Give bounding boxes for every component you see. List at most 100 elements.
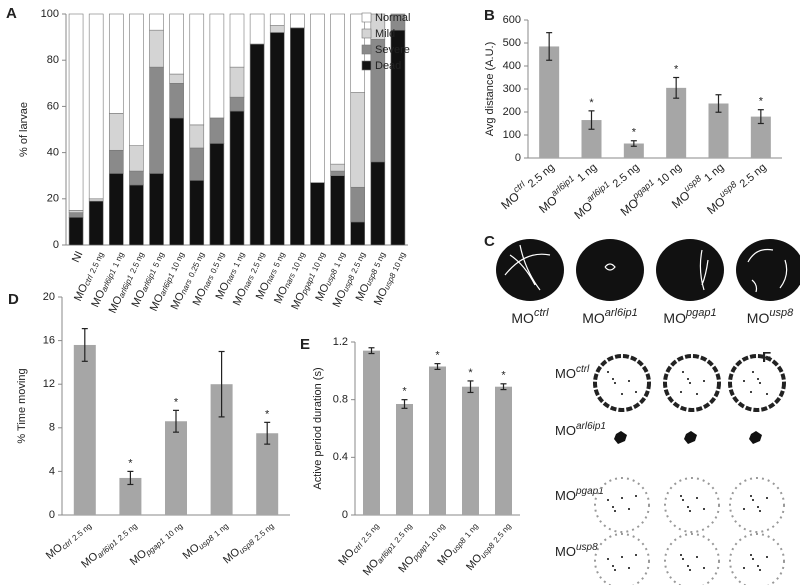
heatmap-speck <box>680 495 682 497</box>
heatmap-ring <box>594 477 650 533</box>
significance-star: * <box>174 396 179 408</box>
label-dose: 1 ng <box>212 522 230 539</box>
significance-star: * <box>674 63 679 75</box>
panel-letter: B <box>484 7 495 24</box>
bar <box>623 143 644 158</box>
label-dose: 1 ng <box>232 251 247 269</box>
y-tick-label: 0 <box>342 509 348 521</box>
heatmap-speck <box>696 393 698 395</box>
error-bar <box>546 32 553 61</box>
bar-segment <box>350 92 366 188</box>
bar-segment <box>189 180 205 246</box>
label-gene: pgap1 <box>299 272 317 297</box>
heatmap-speck <box>766 556 768 558</box>
label-dose: 10 ng <box>310 251 327 273</box>
label-gene: usp8 <box>682 174 703 194</box>
y-tick-label: 200 <box>503 106 521 118</box>
label-gene: arl6ip1 <box>605 307 638 319</box>
label-dose: 2.5 ng <box>492 522 513 545</box>
label-dose: 2.5 ng <box>253 522 276 543</box>
bar-segment <box>249 13 265 45</box>
label-gene: usp8 <box>324 267 340 287</box>
bar <box>73 344 96 515</box>
y-axis-label: % Time moving <box>16 368 28 443</box>
category-label: MOarl6ip1 <box>582 307 638 326</box>
bar <box>429 366 446 515</box>
label-gene: arl6ip1 <box>375 541 397 565</box>
category-label: MOarl6ip1 <box>555 421 606 438</box>
label-gene: nars <box>241 274 256 292</box>
bar <box>210 384 233 515</box>
bar-segment <box>370 39 386 163</box>
bar <box>750 116 771 158</box>
error-bar <box>588 110 595 130</box>
heatmap-ring <box>729 477 785 533</box>
category-label: MOusp8 <box>747 307 794 326</box>
y-tick-label: 40 <box>47 147 59 159</box>
heatmap-speck <box>689 510 691 512</box>
bar <box>539 46 560 159</box>
error-bar <box>757 109 764 125</box>
error-bar <box>401 399 408 409</box>
heatmap-ring <box>593 354 651 412</box>
y-tick-label: 16 <box>43 335 55 347</box>
bar-segment <box>249 43 265 246</box>
heatmap-blot <box>614 431 627 444</box>
significance-star: * <box>402 386 407 398</box>
y-tick-label: 12 <box>43 378 55 390</box>
panel-letter: A <box>6 5 17 22</box>
heatmap-speck <box>703 508 705 510</box>
bar-segment <box>88 200 104 246</box>
label-dose: 2.5 ng <box>526 161 557 190</box>
label-prefix: MO <box>747 310 770 326</box>
bar-segment <box>129 170 144 186</box>
label-prefix: MO <box>555 544 576 559</box>
bar-segment <box>229 110 245 246</box>
category-label: MOctrl <box>511 307 549 326</box>
label-dose: 10 ng <box>655 161 684 188</box>
label-dose: 2.5 ng <box>393 522 414 545</box>
bar <box>165 421 187 515</box>
bar-segment <box>149 66 164 174</box>
bar-segment <box>149 173 164 246</box>
y-tick-label: 20 <box>47 193 59 205</box>
error-bar <box>264 421 271 445</box>
heatmap-speck <box>628 380 630 382</box>
track <box>604 263 616 271</box>
category-label: NI <box>70 249 86 264</box>
label-dose: 10 ng <box>170 251 187 273</box>
heatmap-speck <box>628 508 630 510</box>
bar <box>708 103 729 158</box>
label-gene: pgap1 <box>410 539 432 563</box>
heatmap-speck <box>635 554 637 556</box>
y-tick-label: 500 <box>503 37 521 49</box>
heatmap-speck <box>743 508 745 510</box>
bar-segment <box>169 83 184 119</box>
bar-segment <box>169 73 184 84</box>
heatmap-speck <box>757 565 759 567</box>
legend-swatch <box>361 12 372 23</box>
bar <box>462 386 479 515</box>
bar-segment <box>269 13 285 26</box>
label-gene: nars <box>264 268 279 286</box>
label-dose: 1 ng <box>702 161 726 184</box>
heatmap-speck <box>757 506 759 508</box>
label-gene: usp8 <box>364 267 380 287</box>
y-tick-label: 400 <box>503 60 521 72</box>
y-tick-label: 0.8 <box>333 394 348 406</box>
legend-swatch <box>361 28 372 39</box>
heatmap-speck <box>743 567 745 569</box>
error-bar <box>467 380 474 394</box>
label-prefix: MO <box>511 310 534 326</box>
heatmap-blot <box>684 431 697 444</box>
label-dose: 2.5 ng <box>88 251 106 275</box>
heatmap-speck <box>614 569 616 571</box>
label-gene: nars <box>282 272 297 290</box>
bar-segment <box>350 186 366 223</box>
bar-segment <box>330 13 345 165</box>
bar-segment <box>229 96 245 112</box>
bar-segment <box>108 173 124 246</box>
bar <box>119 477 142 515</box>
bar <box>256 433 279 515</box>
bar-segment <box>290 13 305 29</box>
